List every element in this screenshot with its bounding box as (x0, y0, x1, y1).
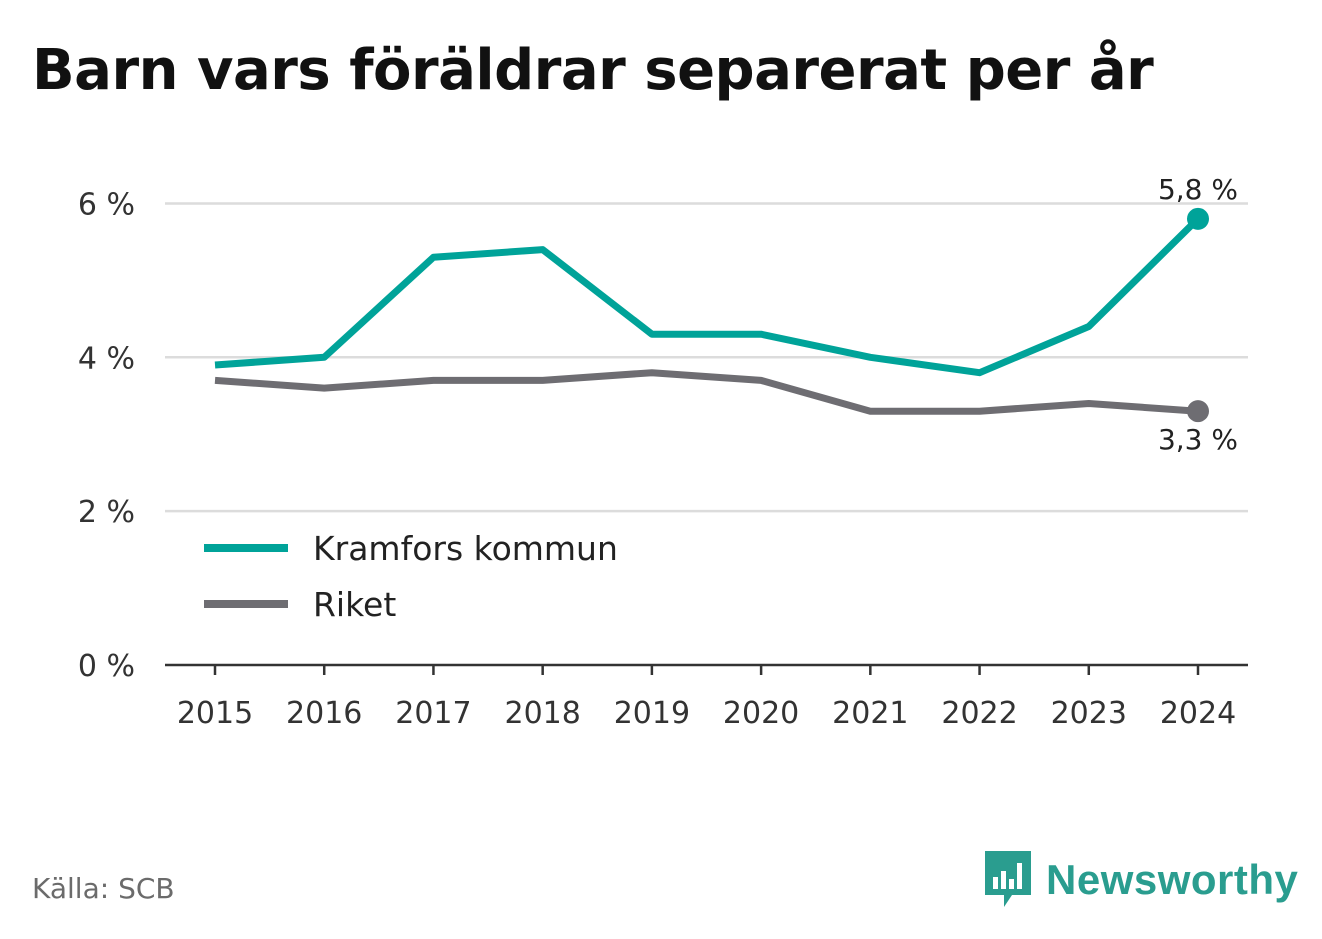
chart-title: Barn vars föräldrar separerat per år (32, 38, 1154, 103)
legend: Kramfors kommun Riket (190, 522, 662, 634)
y-tick-label: 0 % (78, 649, 135, 684)
series-end-point-1 (1187, 400, 1209, 423)
y-tick-label: 6 % (78, 187, 135, 222)
series-line-1 (214, 369, 1199, 415)
legend-background (190, 522, 662, 634)
legend-label: Kramfors kommun (313, 529, 618, 568)
source-note: Källa: SCB (32, 872, 175, 905)
series-lines: 5,8 % 3,3 % (214, 173, 1238, 456)
newsworthy-logo-icon (985, 851, 1031, 907)
y-tick-label: 2 % (78, 495, 135, 530)
x-tick-label: 2019 (614, 696, 690, 731)
brand-name: Newsworthy (1046, 856, 1299, 903)
series-line-0 (214, 216, 1201, 377)
legend-label: Riket (313, 585, 396, 624)
brand-logo[interactable]: Newsworthy (982, 848, 1298, 912)
gridlines (165, 202, 1248, 513)
x-tick-label: 2016 (286, 696, 362, 731)
x-tick-label: 2022 (941, 696, 1017, 731)
x-tick-label: 2023 (1051, 696, 1127, 731)
y-tick-label: 4 % (78, 341, 135, 376)
x-tick-label: 2018 (504, 696, 580, 731)
x-tick-label: 2021 (832, 696, 908, 731)
series-end-point-0 (1187, 207, 1209, 230)
series-end-label: 5,8 % (1158, 173, 1238, 206)
x-tick-label: 2024 (1160, 696, 1236, 731)
y-axis-ticks: 0 % 2 % 4 % 6 % (78, 187, 135, 684)
x-axis: 2015 2016 2017 2018 2019 2020 2021 2022 2023 2024 (165, 663, 1248, 731)
x-tick-label: 2015 (177, 696, 253, 731)
x-tick-label: 2020 (723, 696, 799, 731)
x-tick-label: 2017 (395, 696, 471, 731)
series-end-label: 3,3 % (1158, 423, 1238, 456)
